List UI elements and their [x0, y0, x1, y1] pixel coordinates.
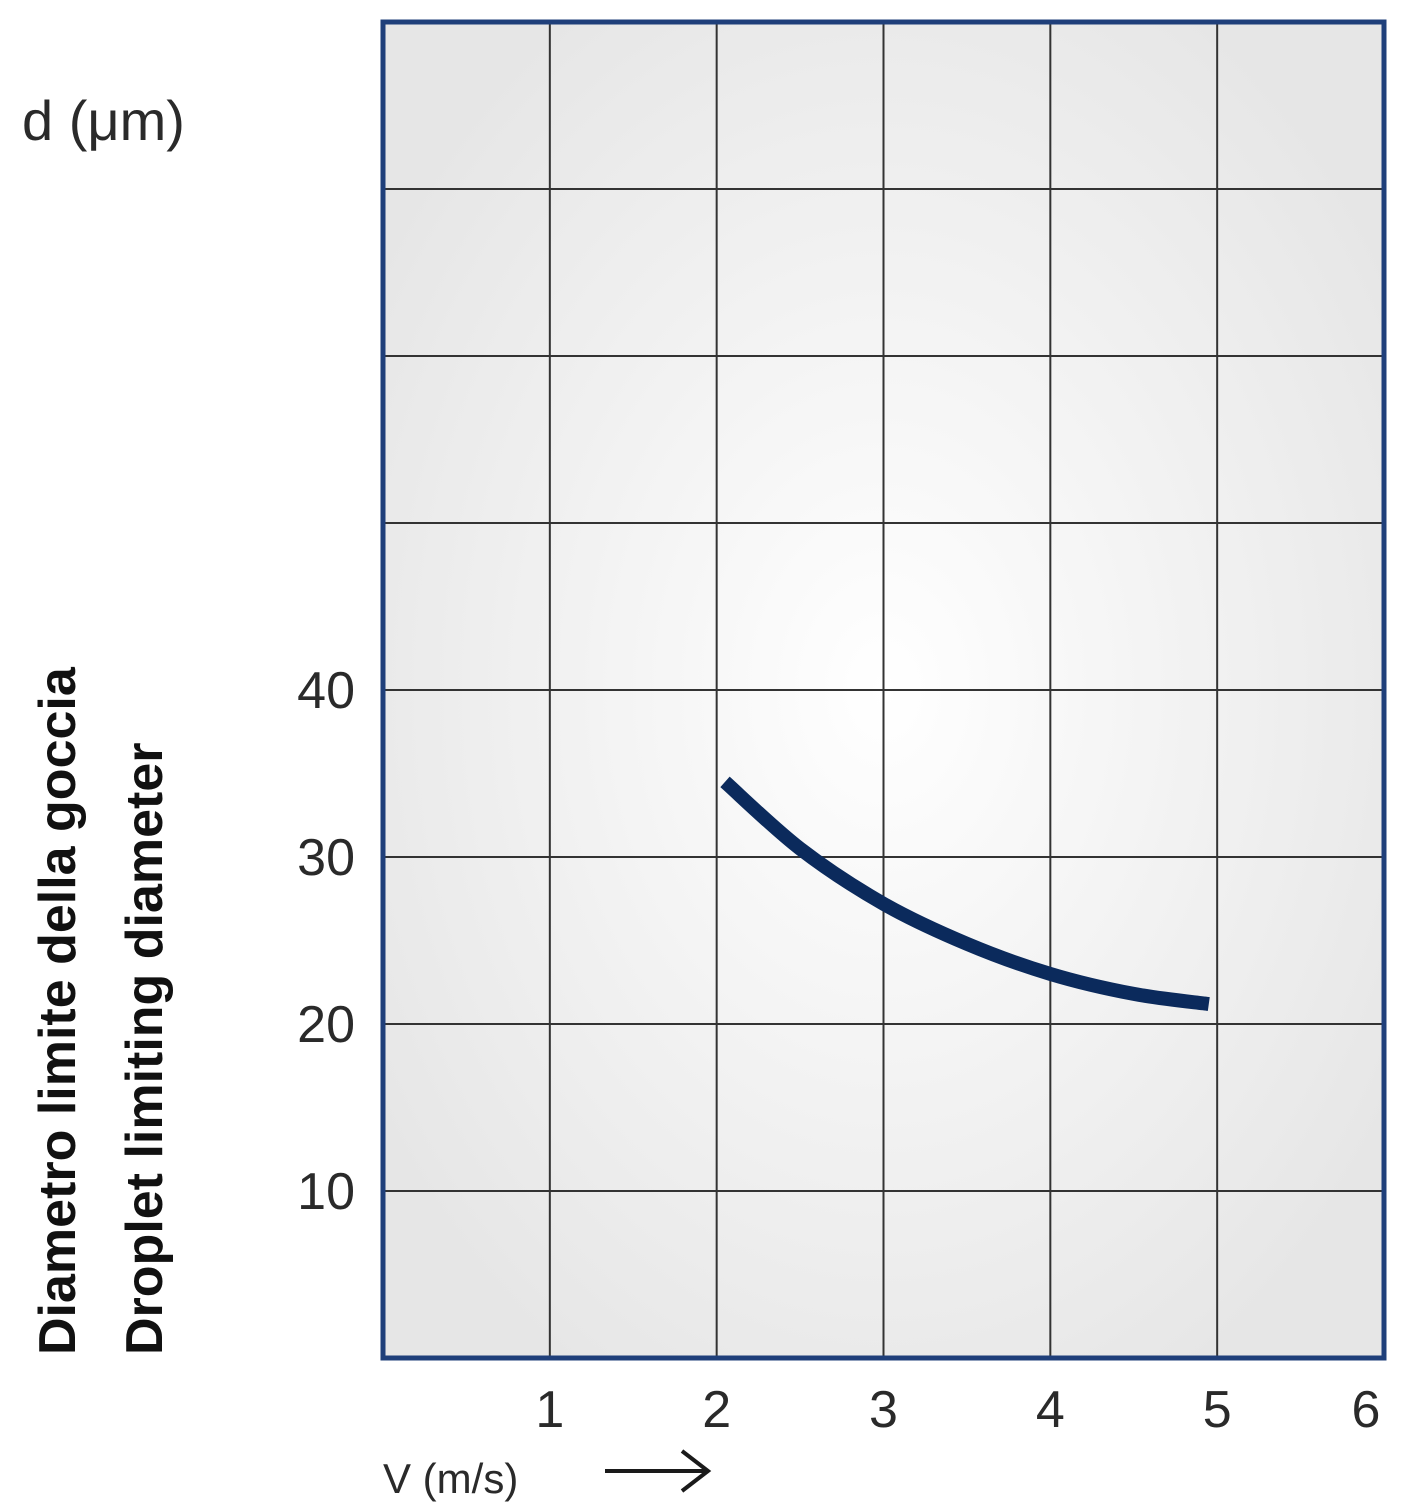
- y-tick-labels: 10 20 30 40: [297, 662, 355, 1221]
- grid-lines: [383, 22, 1384, 1358]
- x-tick-label: 1: [535, 1381, 564, 1439]
- x-tick-label: 2: [702, 1381, 731, 1439]
- arrow-right-icon: [605, 1449, 712, 1493]
- x-axis-title-text: V (m/s): [383, 1455, 518, 1502]
- x-tick-label: 6: [1352, 1381, 1381, 1439]
- y-axis-title-line-2: Droplet limiting diameter: [116, 742, 174, 1355]
- x-tick-label: 3: [869, 1381, 898, 1439]
- y-tick-label: 40: [297, 662, 355, 720]
- y-tick-label: 10: [297, 1163, 355, 1221]
- x-tick-label: 4: [1036, 1381, 1065, 1439]
- y-tick-label: 30: [297, 829, 355, 887]
- y-unit-label: d (μm): [22, 89, 185, 152]
- x-tick-label: 5: [1203, 1381, 1232, 1439]
- data-curve: [720, 776, 1210, 1011]
- x-axis-title: V (m/s): [383, 1449, 712, 1502]
- y-axis-title-line-1: Diametro limite della goccia: [29, 666, 87, 1355]
- plot-frame: [380, 19, 1387, 1361]
- x-tick-labels: 1 2 3 4 5 6: [535, 1381, 1380, 1439]
- y-tick-label: 20: [297, 996, 355, 1054]
- y-axis-title: Diametro limite della goccia Droplet lim…: [29, 666, 174, 1355]
